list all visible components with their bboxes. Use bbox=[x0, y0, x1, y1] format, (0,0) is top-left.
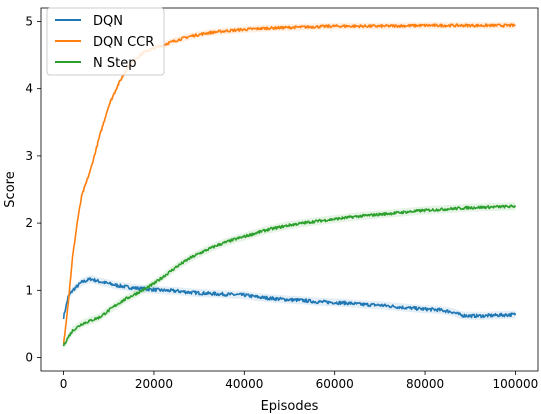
y-tick-label: 2 bbox=[25, 216, 33, 230]
legend: DQN DQN CCR N Step bbox=[46, 7, 165, 76]
legend-entry: N Step bbox=[93, 56, 136, 71]
x-tick-label: 80000 bbox=[406, 377, 444, 391]
x-axis-label: Episodes bbox=[261, 399, 319, 414]
series-band bbox=[63, 274, 516, 322]
y-tick-label: 5 bbox=[25, 14, 33, 28]
y-axis-label: Score bbox=[3, 171, 18, 207]
x-tick-label: 60000 bbox=[316, 377, 354, 391]
series-line bbox=[62, 277, 517, 319]
x-tick-label: 40000 bbox=[225, 377, 263, 391]
confidence-bands bbox=[63, 22, 516, 350]
axes: 0 20000 40000 60000 80000 100000 0 1 2 3 4 5 Episo… bbox=[3, 7, 539, 414]
plot-frame bbox=[40, 7, 539, 372]
x-tick-label: 20000 bbox=[135, 377, 173, 391]
x-tick-label: 0 bbox=[60, 377, 68, 391]
legend-box bbox=[46, 7, 165, 76]
y-tick-label: 1 bbox=[25, 283, 33, 297]
x-tick-label: 100000 bbox=[493, 377, 539, 391]
x-ticks: 0 20000 40000 60000 80000 100000 bbox=[60, 371, 539, 391]
y-ticks: 0 1 2 3 4 5 bbox=[25, 14, 41, 365]
legend-entry: DQN CCR bbox=[93, 35, 154, 50]
legend-entry: DQN bbox=[93, 14, 123, 29]
y-tick-label: 4 bbox=[25, 82, 33, 96]
y-tick-label: 0 bbox=[25, 351, 33, 365]
series-line bbox=[62, 204, 517, 347]
y-tick-label: 3 bbox=[25, 149, 33, 163]
